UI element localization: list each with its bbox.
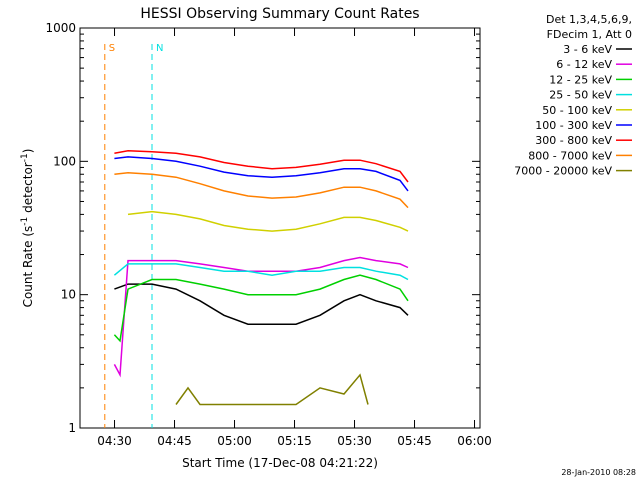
plot-frame xyxy=(79,27,481,429)
series-lines xyxy=(113,150,409,406)
marker-label-s: S xyxy=(109,43,115,54)
series-line-1 xyxy=(113,256,409,378)
y-axis: 1 10 100 1000 xyxy=(45,21,480,435)
x-tick-label: 06:00 xyxy=(457,434,492,448)
series-line-3 xyxy=(113,263,409,281)
series-line-7 xyxy=(114,172,409,209)
chart-title: HESSI Observing Summary Count Rates xyxy=(140,6,419,22)
x-tick-label: 05:30 xyxy=(337,434,372,448)
x-tick-label: 05:15 xyxy=(277,434,312,448)
legend-entry-label: 800 - 7000 keV xyxy=(528,149,612,162)
legend: Det 1,3,4,5,6,9, FDecim 1, Att 0 3 - 6 k… xyxy=(514,13,632,178)
x-tick-label: 05:45 xyxy=(397,434,432,448)
legend-entry-label: 100 - 300 keV xyxy=(535,119,612,132)
series-line-2 xyxy=(113,274,409,343)
legend-entry-label: 300 - 800 keV xyxy=(535,134,612,147)
x-tick-label: 04:30 xyxy=(97,434,132,448)
x-axis: 04:30 04:45 05:00 05:15 05:30 05:45 06:00 xyxy=(97,28,492,448)
legend-entry-label: 50 - 100 keV xyxy=(542,104,612,117)
marker-label-n: N xyxy=(156,43,163,54)
y-tick-label: 100 xyxy=(53,154,76,168)
y-tick-label: 1000 xyxy=(45,21,76,35)
series-line-8 xyxy=(175,373,369,406)
timestamp: 28-Jan-2010 08:28 xyxy=(561,468,636,477)
y-tick-label: 1 xyxy=(68,421,76,435)
legend-header-line-2: FDecim 1, Att 0 xyxy=(547,28,632,41)
x-tick-label: 04:45 xyxy=(157,434,192,448)
x-axis-label: Start Time (17-Dec-08 04:21:22) xyxy=(182,456,378,470)
y-axis-label: Count Rate (s-1 detector-1) xyxy=(20,149,35,308)
legend-entry-label: 7000 - 20000 keV xyxy=(514,165,612,178)
series-line-5 xyxy=(114,156,409,192)
legend-header-line-1: Det 1,3,4,5,6,9, xyxy=(546,13,632,26)
x-tick-label: 05:00 xyxy=(217,434,252,448)
legend-entry-label: 3 - 6 keV xyxy=(563,43,612,56)
legend-entry-label: 6 - 12 keV xyxy=(556,58,612,71)
legend-entry-label: 12 - 25 keV xyxy=(549,73,612,86)
legend-entry-label: 25 - 50 keV xyxy=(549,89,612,102)
series-line-6 xyxy=(114,150,409,183)
series-line-4 xyxy=(127,210,409,232)
series-line-0 xyxy=(114,283,409,325)
y-tick-label: 10 xyxy=(61,288,76,302)
